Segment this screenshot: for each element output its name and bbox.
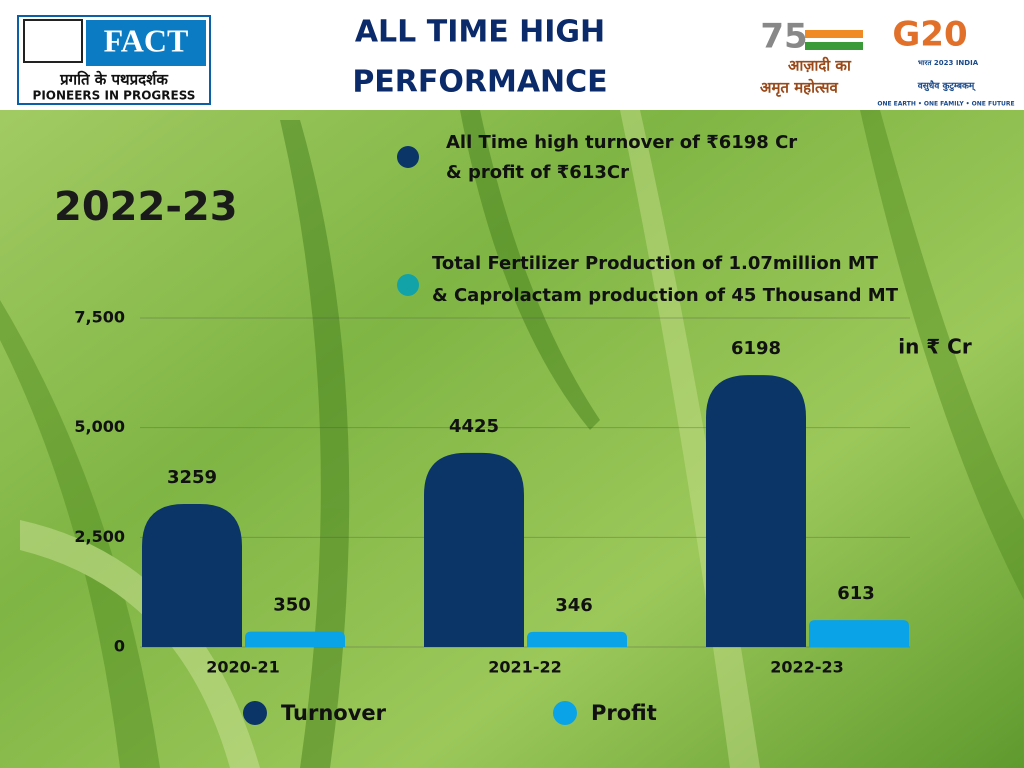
g20-logo: G20 (892, 15, 967, 55)
unit-label: in ₹ Cr (898, 335, 972, 359)
highlight-text: & profit of ₹613Cr (446, 162, 629, 183)
value-label: 346 (555, 595, 593, 616)
bar (809, 620, 909, 647)
flag-stripe (805, 30, 863, 38)
g20-motto-hindi: वसुधैव कुटुम्बकम् (917, 80, 977, 92)
bar (424, 452, 524, 647)
value-label: 350 (273, 595, 311, 616)
g20-motto: ONE EARTH • ONE FAMILY • ONE FUTURE (877, 101, 1014, 108)
legend-marker (243, 701, 267, 725)
title: PERFORMANCE (352, 65, 607, 100)
bullet-dot (397, 146, 419, 168)
bullet-dot (397, 274, 419, 296)
y-tick-label: 0 (114, 637, 125, 656)
x-tick-label: 2021-22 (488, 658, 561, 677)
legend-label: Turnover (281, 701, 387, 725)
bar (245, 631, 345, 647)
azadi-number: 75 (760, 17, 807, 57)
year-heading: 2022-23 (54, 184, 238, 230)
highlight-text: All Time high turnover of ₹6198 Cr (446, 132, 797, 153)
bar (527, 631, 627, 647)
title: ALL TIME HIGH (355, 15, 605, 50)
bar (142, 504, 242, 647)
value-label: 6198 (731, 338, 781, 359)
value-label: 3259 (167, 467, 217, 488)
g20-sub: भारत 2023 INDIA (918, 59, 979, 67)
value-label: 4425 (449, 416, 499, 437)
logo-emblem (23, 19, 83, 63)
logo-tagline: PIONEERS IN PROGRESS (33, 89, 196, 103)
legend-label: Profit (591, 701, 657, 725)
azadi-text: अमृत महोत्सव (760, 79, 838, 98)
value-label: 613 (837, 583, 875, 604)
azadi-text: आज़ादी का (788, 57, 852, 75)
y-tick-label: 7,500 (74, 308, 125, 327)
highlight-text: & Caprolactam production of 45 Thousand … (432, 285, 899, 306)
legend-marker (553, 701, 577, 725)
y-tick-label: 2,500 (74, 527, 125, 546)
logo-tagline-hindi: प्रगति के पथप्रदर्शक (59, 71, 169, 89)
bar (706, 375, 806, 647)
logo-name: FACT (104, 22, 189, 58)
highlight-text: Total Fertilizer Production of 1.07milli… (432, 253, 879, 274)
x-tick-label: 2020-21 (206, 658, 279, 677)
flag-stripe (805, 42, 863, 50)
x-tick-label: 2022-23 (770, 658, 843, 677)
y-tick-label: 5,000 (74, 417, 125, 436)
logo-box (86, 20, 206, 66)
